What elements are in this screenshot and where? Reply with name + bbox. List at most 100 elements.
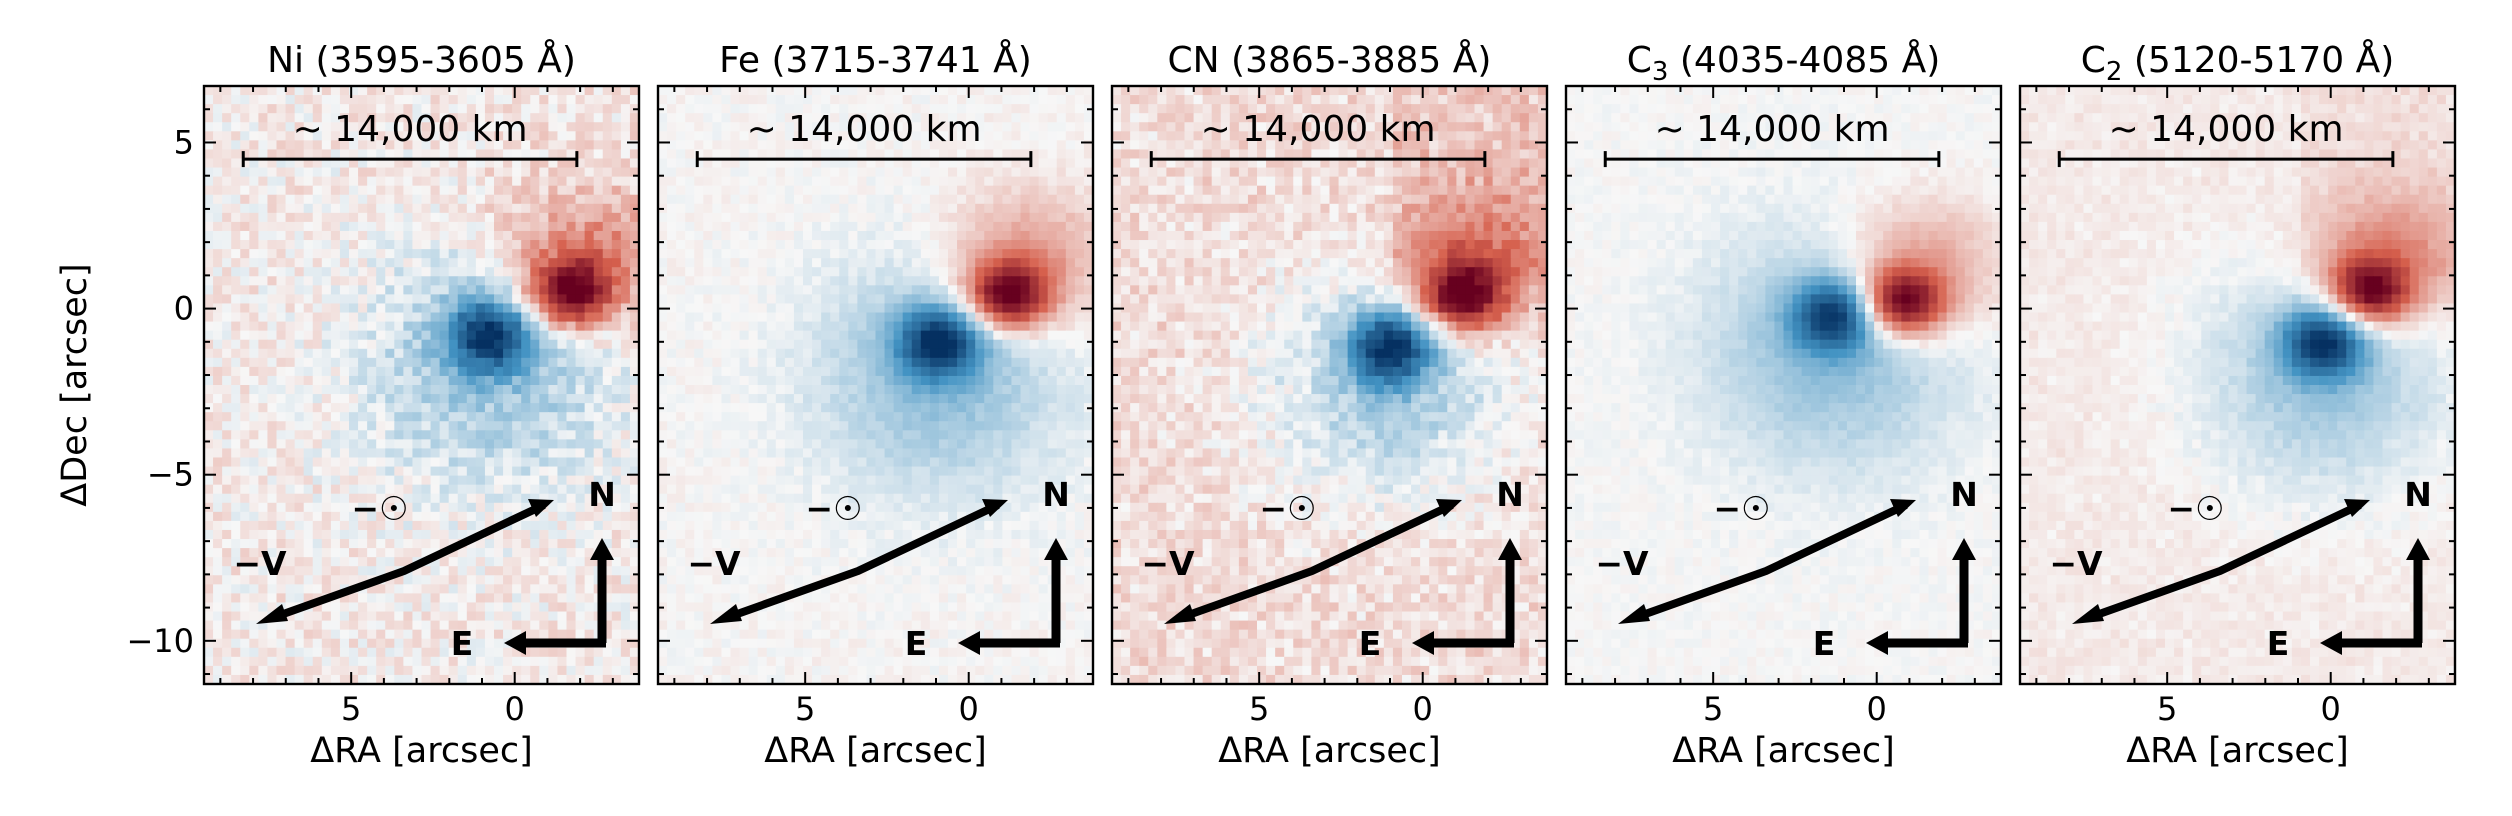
heatmap-cell xyxy=(966,349,976,359)
heatmap-cell xyxy=(731,195,741,205)
heatmap-cell xyxy=(530,140,540,150)
heatmap-cell xyxy=(512,340,522,350)
heatmap-cell xyxy=(322,666,332,676)
heatmap-cell xyxy=(431,213,441,223)
heatmap-cell xyxy=(557,648,567,658)
heatmap-cell xyxy=(286,240,296,250)
heatmap-cell xyxy=(440,621,450,631)
heatmap-cell xyxy=(249,657,259,667)
heatmap-cell xyxy=(712,122,722,132)
heatmap-cell xyxy=(277,294,287,304)
heatmap-cell xyxy=(848,86,858,96)
heatmap-cell xyxy=(1011,331,1021,341)
heatmap-cell xyxy=(503,612,513,622)
heatmap-cell xyxy=(758,303,768,313)
heatmap-cell xyxy=(322,503,332,513)
heatmap-cell xyxy=(412,666,422,676)
heatmap-cell xyxy=(984,340,994,350)
heatmap-cell xyxy=(767,177,777,187)
heatmap-cell xyxy=(340,539,350,549)
heatmap-cell xyxy=(539,195,549,205)
heatmap-cell xyxy=(557,131,567,141)
heatmap-cell xyxy=(240,639,250,649)
heatmap-cell xyxy=(530,448,540,458)
heatmap-cell xyxy=(367,294,377,304)
heatmap-cell xyxy=(1011,222,1021,232)
heatmap-cell xyxy=(830,249,840,259)
heatmap-cell xyxy=(213,539,223,549)
heatmap-cell xyxy=(503,258,513,268)
heatmap-cell xyxy=(258,276,268,286)
heatmap-cell xyxy=(530,566,540,576)
heatmap-cell xyxy=(530,530,540,540)
heatmap-cell xyxy=(548,122,558,132)
heatmap-cell xyxy=(394,313,404,323)
heatmap-cell xyxy=(467,313,477,323)
heatmap-cell xyxy=(676,240,686,250)
heatmap-cell xyxy=(222,566,232,576)
heatmap-cell xyxy=(885,349,895,359)
heatmap-cell xyxy=(621,494,631,504)
heatmap-cell xyxy=(431,276,441,286)
heatmap-cell xyxy=(530,612,540,622)
heatmap-cell xyxy=(376,322,386,332)
heatmap-cell xyxy=(349,648,359,658)
heatmap-cell xyxy=(957,285,967,295)
heatmap-cell xyxy=(548,421,558,431)
heatmap-cell xyxy=(304,539,314,549)
heatmap-cell xyxy=(930,258,940,268)
heatmap-cell xyxy=(621,195,631,205)
heatmap-cell xyxy=(903,322,913,332)
heatmap-cell xyxy=(758,412,768,422)
heatmap-cell xyxy=(621,385,631,395)
heatmap-cell xyxy=(458,86,468,96)
heatmap-cell xyxy=(349,349,359,359)
heatmap-cell xyxy=(267,385,277,395)
heatmap-cell xyxy=(567,548,577,558)
heatmap-cell xyxy=(821,394,831,404)
heatmap-cell xyxy=(367,439,377,449)
heatmap-cell xyxy=(930,303,940,313)
heatmap-cell xyxy=(485,557,495,567)
heatmap-cell xyxy=(866,340,876,350)
heatmap-cell xyxy=(731,349,741,359)
heatmap-cell xyxy=(385,313,395,323)
heatmap-cell xyxy=(848,177,858,187)
heatmap-cell xyxy=(721,195,731,205)
heatmap-cell xyxy=(1075,186,1085,196)
heatmap-cell xyxy=(476,494,486,504)
heatmap-cell xyxy=(866,294,876,304)
heatmap-cell xyxy=(984,140,994,150)
heatmap-cell xyxy=(694,367,704,377)
heatmap-cell xyxy=(803,195,813,205)
heatmap-cell xyxy=(331,530,341,540)
heatmap-cell xyxy=(539,267,549,277)
heatmap-cell xyxy=(485,448,495,458)
heatmap-cell xyxy=(776,267,786,277)
heatmap-cell xyxy=(557,394,567,404)
heatmap-cell xyxy=(857,86,867,96)
heatmap-cell xyxy=(277,303,287,313)
heatmap-cell xyxy=(921,86,931,96)
heatmap-cell xyxy=(331,657,341,667)
heatmap-cell xyxy=(585,439,595,449)
heatmap-cell xyxy=(740,204,750,214)
heatmap-cell xyxy=(394,322,404,332)
heatmap-cell xyxy=(222,494,232,504)
heatmap-cell xyxy=(222,213,232,223)
heatmap-cell xyxy=(585,349,595,359)
heatmap-cell xyxy=(1048,249,1058,259)
heatmap-cell xyxy=(612,168,622,178)
heatmap-cell xyxy=(984,86,994,96)
heatmap-cell xyxy=(240,430,250,440)
heatmap-cell xyxy=(440,530,450,540)
heatmap-cell xyxy=(721,213,731,223)
heatmap-cell xyxy=(258,457,268,467)
heatmap-cell xyxy=(231,439,241,449)
heatmap-cell xyxy=(331,294,341,304)
heatmap-cell xyxy=(358,548,368,558)
heatmap-cell xyxy=(240,376,250,386)
heatmap-cell xyxy=(258,131,268,141)
heatmap-cell xyxy=(286,213,296,223)
heatmap-cell xyxy=(403,648,413,658)
